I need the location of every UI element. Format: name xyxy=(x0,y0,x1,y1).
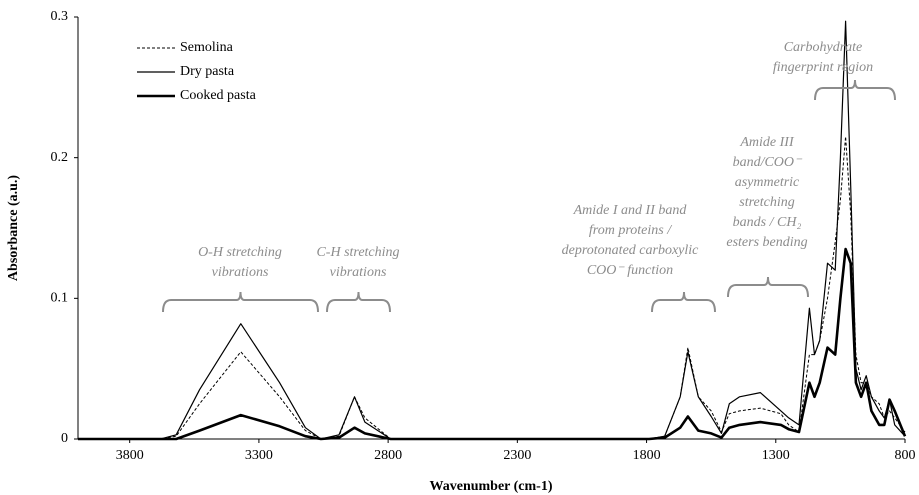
annotation: bands / CH₂ xyxy=(733,215,802,230)
annotation: vibrations xyxy=(212,265,269,280)
annotation: vibrations xyxy=(330,265,387,280)
y-tick-label: 0.3 xyxy=(51,9,69,24)
x-tick-label: 1800 xyxy=(633,448,661,463)
annotation: COO⁻ function xyxy=(587,263,673,278)
legend-label: Dry pasta xyxy=(180,64,235,79)
annotation: esters bending xyxy=(726,235,807,250)
bracket xyxy=(651,291,716,313)
annotation: from proteins / xyxy=(589,223,672,238)
bracket xyxy=(162,291,319,313)
x-tick-label: 3800 xyxy=(116,448,144,463)
legend-label: Semolina xyxy=(180,40,234,55)
bracket xyxy=(326,291,391,313)
annotation: Carbohydrate xyxy=(784,40,863,55)
annotation: asymmetric xyxy=(735,175,800,190)
x-tick-label: 2300 xyxy=(503,448,531,463)
bracket xyxy=(727,276,809,298)
x-axis-title: Wavenumber (cm-1) xyxy=(430,479,553,494)
annotation: C-H stretching xyxy=(316,245,399,260)
x-tick-label: 800 xyxy=(895,448,916,463)
y-axis-title: Absorbance (a.u.) xyxy=(6,175,21,282)
annotation: O-H stretching xyxy=(198,245,282,260)
annotation: fingerprint region xyxy=(773,60,873,75)
x-tick-label: 2800 xyxy=(374,448,402,463)
y-tick-label: 0.2 xyxy=(51,150,69,165)
annotation: Amide III xyxy=(739,135,795,150)
series-line xyxy=(78,247,907,441)
x-tick-label: 3300 xyxy=(245,448,273,463)
x-tick-label: 1300 xyxy=(762,448,790,463)
annotation: deprotonated carboxylic xyxy=(562,243,700,258)
y-tick-label: 0 xyxy=(61,431,68,446)
y-tick-label: 0.1 xyxy=(51,291,69,306)
bracket xyxy=(814,79,896,101)
annotation: band/COO⁻ xyxy=(733,155,803,170)
annotation: stretching xyxy=(739,195,794,210)
annotation: Amide I and II band xyxy=(573,203,688,218)
legend-label: Cooked pasta xyxy=(180,88,257,103)
